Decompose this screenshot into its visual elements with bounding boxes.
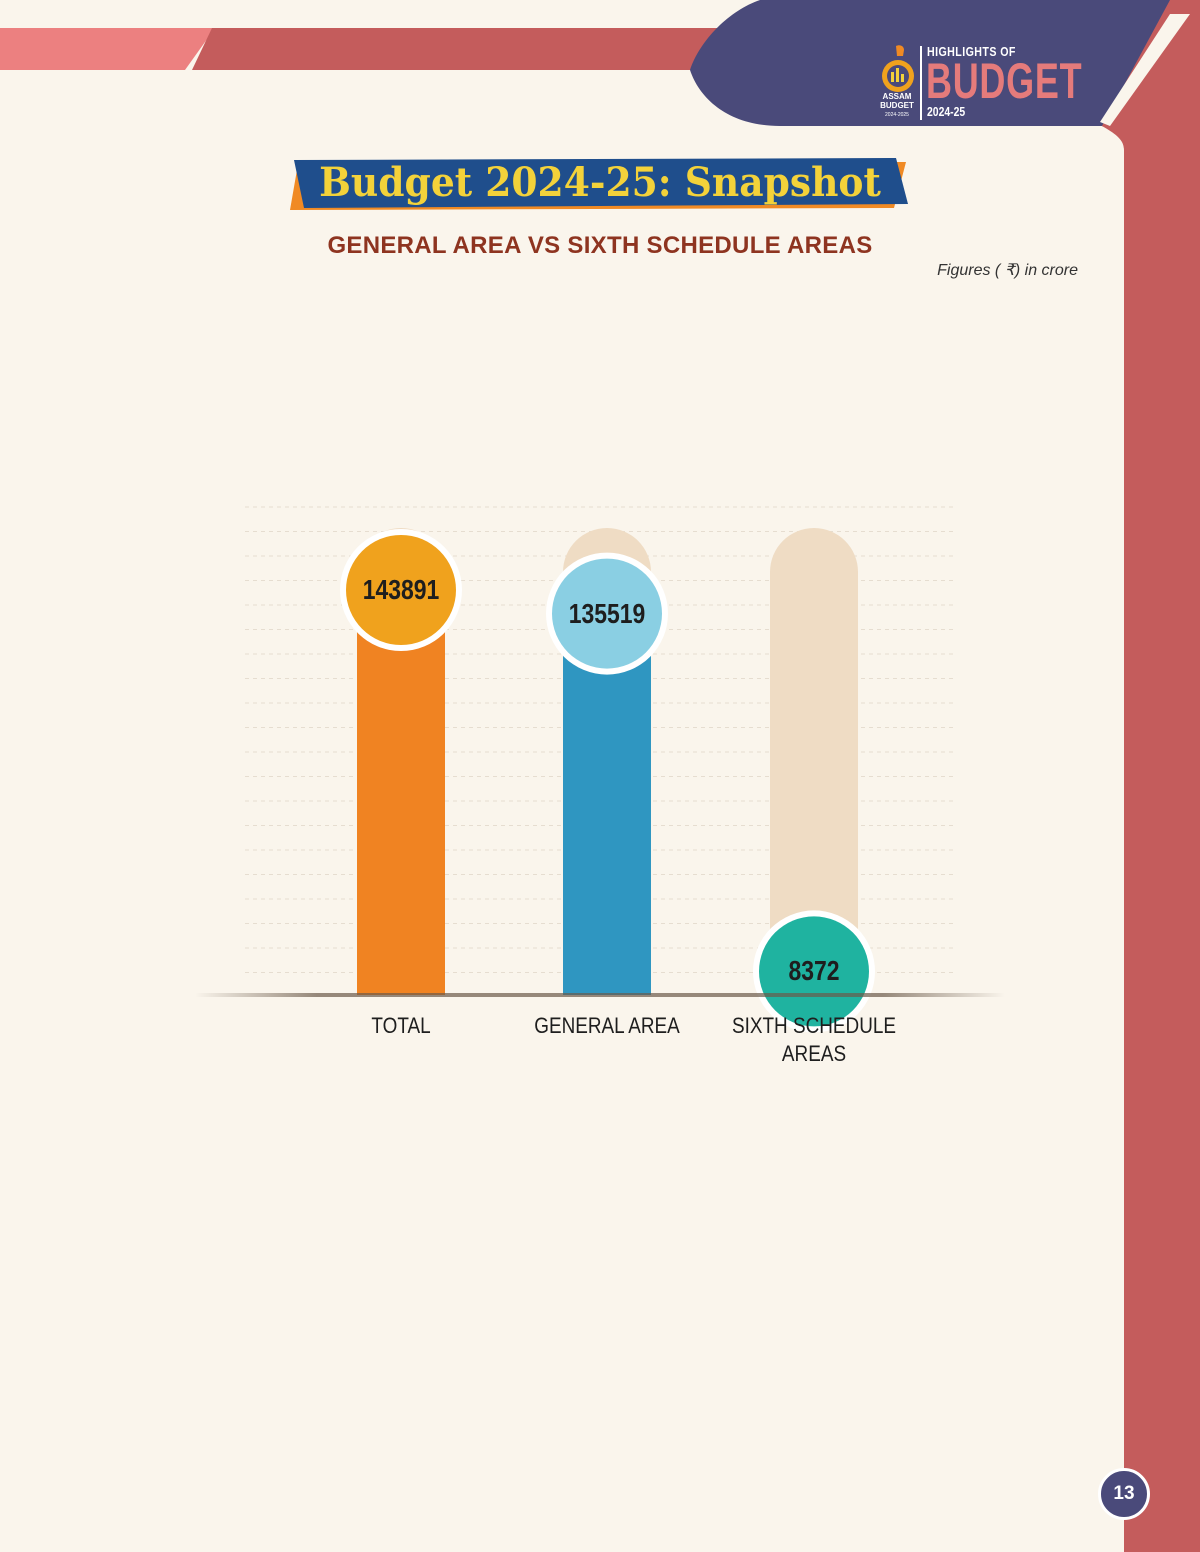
year-label: 2024-25: [927, 104, 966, 119]
logo-assam-text: ASSAM: [882, 92, 912, 101]
category-label: SIXTH SCHEDULE AREAS: [731, 1013, 897, 1066]
page-subtitle: GENERAL AREA VS SIXTH SCHEDULE AREAS: [327, 232, 873, 259]
bar: [563, 613, 651, 995]
value-bubble: [552, 558, 662, 669]
top-pink-stripe: [0, 28, 215, 70]
top-red-stripe: [192, 28, 760, 70]
highlights-label: HIGHLIGHTS OF: [927, 44, 1016, 59]
budget-label: BUDGET: [926, 53, 1083, 109]
white-slash: [1100, 14, 1190, 126]
units-note: Figures ( ₹) in crore: [937, 262, 1078, 279]
chart-bars: [340, 528, 875, 1033]
logo-divider: [920, 46, 922, 120]
logo-years-text: 2024-2025: [885, 112, 909, 118]
page-title: Budget 2024-25: Snapshot: [319, 159, 881, 206]
value-bubble: [346, 535, 456, 645]
title-banner: [290, 158, 908, 210]
bar: [357, 590, 445, 995]
bar-value-label: 135519: [568, 597, 646, 629]
category-label: TOTAL: [371, 1013, 431, 1038]
chart-baseline: [195, 993, 1005, 997]
right-red-edge: [1102, 20, 1200, 1552]
bar-value-label: 143891: [362, 574, 440, 605]
assam-budget-emblem-icon: [882, 45, 914, 92]
bar-value-label: 8372: [788, 955, 840, 987]
category-label: GENERAL AREA: [534, 1013, 680, 1038]
top-white-band: [0, 0, 760, 28]
budget-logo: ASSAM BUDGET 2024-2025 HIGHLIGHTS OF BUD…: [872, 40, 1092, 122]
logo-budget-text: BUDGET: [880, 101, 914, 110]
page-number: 13: [1098, 1468, 1150, 1520]
value-bubble: [759, 916, 869, 1027]
